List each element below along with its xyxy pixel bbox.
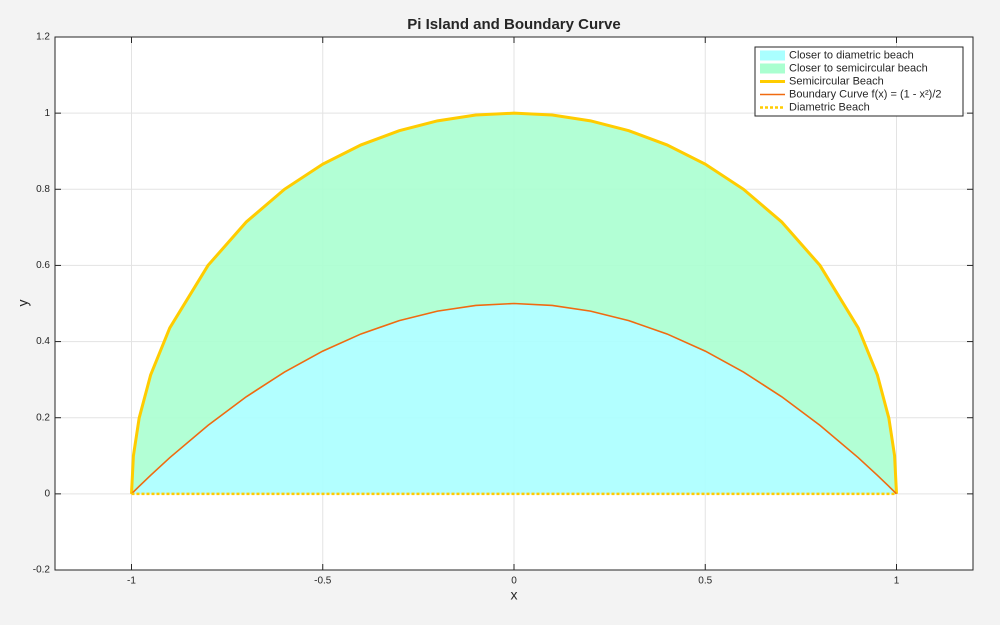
x-tick-label: 0.5 bbox=[698, 576, 712, 587]
x-tick-label: 1 bbox=[894, 576, 900, 587]
y-tick-label: 0.6 bbox=[36, 260, 50, 271]
x-tick-label: 0 bbox=[511, 576, 517, 587]
legend-label: Closer to diametric beach bbox=[789, 49, 914, 61]
legend-label: Closer to semicircular beach bbox=[789, 62, 928, 74]
x-axis-label: x bbox=[511, 587, 518, 603]
y-tick-label: 0.4 bbox=[36, 336, 50, 347]
legend-label: Boundary Curve f(x) = (1 - x²)/2 bbox=[789, 88, 942, 100]
y-tick-label: 0.8 bbox=[36, 184, 50, 195]
y-tick-label: 0.2 bbox=[36, 412, 50, 423]
legend-swatch bbox=[760, 63, 785, 74]
y-tick-label: 1.2 bbox=[36, 32, 50, 43]
legend-box bbox=[754, 46, 964, 117]
legend-label: Semicircular Beach bbox=[789, 75, 884, 87]
line bbox=[130, 111, 898, 494]
x-tick-label: -1 bbox=[127, 576, 136, 587]
y-axis-label: y bbox=[15, 300, 31, 307]
line bbox=[130, 302, 898, 495]
x-tick-label: -0.5 bbox=[314, 576, 332, 587]
legend-swatch bbox=[760, 50, 785, 61]
legend-label: Diametric Beach bbox=[789, 101, 870, 113]
y-tick-label: 0 bbox=[44, 488, 50, 499]
y-tick-label: 1 bbox=[44, 108, 50, 119]
axes-box bbox=[54, 36, 974, 571]
chart-title: Pi Island and Boundary Curve bbox=[407, 16, 620, 33]
y-tick-label: -0.2 bbox=[33, 565, 51, 576]
